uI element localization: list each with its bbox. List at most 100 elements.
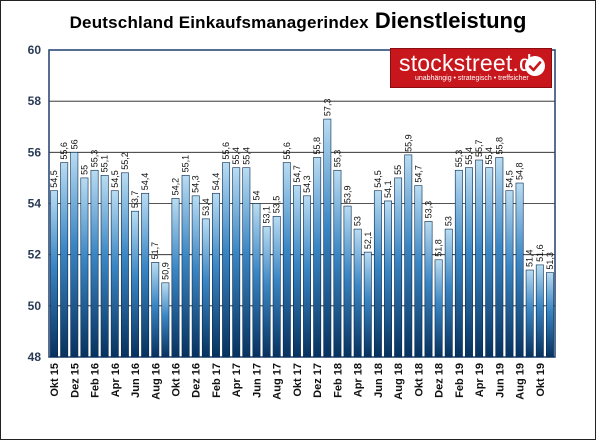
value-label: 53,4 [201,198,211,216]
value-label: 54,5 [504,170,514,188]
value-label: 54 [251,190,261,200]
bar [313,157,322,358]
value-label: 55,1 [181,155,191,173]
value-label: 54,4 [140,173,150,191]
bar [333,169,342,358]
logo-tagline: unabhängig • strategisch • treffsicher [415,75,529,82]
bar [212,192,220,358]
bar [495,157,504,358]
x-tick-label: Jun 19 [494,363,506,398]
y-tick-label: 48 [28,350,42,364]
bar [434,259,443,358]
y-tick-label: 54 [28,197,42,211]
y-tick-label: 60 [28,43,42,57]
value-label: 55,3 [90,150,100,168]
bar [404,154,413,358]
bar [414,185,423,358]
y-tick-label: 50 [28,299,42,313]
value-label: 55,4 [464,147,474,165]
value-label: 55,3 [454,150,464,168]
bar [394,177,403,358]
bar [80,177,89,358]
x-tick-label: Dez 18 [434,363,446,398]
bar [171,198,180,358]
x-tick-label: Apr 18 [353,363,365,397]
x-tick-label: Aug 19 [515,363,527,400]
bar [252,203,261,358]
x-tick-label: Apr 17 [231,363,243,397]
y-tick-label: 58 [28,94,42,108]
chart-title-emphasis: Dienstleistung [374,8,527,33]
x-axis-ticks: Okt 15 Dez 15 Feb 16 Apr 16 Jun 16 Aug 16 Okt … [49,363,547,400]
bar [525,269,534,358]
x-tick-label: Okt 16 [171,363,183,397]
value-label: 56 [69,139,79,149]
x-tick-label: Dez 15 [69,363,81,398]
y-tick-label: 52 [28,248,42,262]
y-tick-label: 56 [28,145,42,159]
x-tick-label: Feb 17 [211,363,223,398]
bar [100,175,109,358]
bar [424,221,433,358]
x-tick-label: Okt 15 [49,363,61,397]
logo-name: stockstreet.de [399,50,545,76]
x-tick-label: Dez 17 [312,363,324,398]
value-label: 55,2 [120,152,130,170]
value-label: 51,4 [525,249,535,267]
bar [242,167,251,358]
value-label: 55,8 [312,137,322,155]
value-label: 55 [79,165,89,175]
value-label: 55,4 [241,147,251,165]
value-label: 54,3 [191,175,201,193]
value-label: 55,4 [231,147,241,165]
bar [384,200,392,358]
value-label: 54,3 [302,175,312,193]
bar [70,152,79,358]
value-label: 54,5 [49,170,59,188]
x-tick-label: Jun 16 [130,363,142,398]
value-label: 54,7 [413,165,423,183]
value-label: 54,1 [383,180,393,198]
bar [485,167,494,358]
value-label: 57,3 [322,99,332,117]
bar [353,228,362,358]
value-label: 53,5 [272,196,282,214]
bar [282,162,291,358]
value-label: 53,3 [424,201,434,219]
x-tick-label: Jun 17 [251,363,263,398]
value-label: 55,6 [282,142,292,160]
bar [363,251,372,358]
value-label: 51,8 [434,239,444,257]
x-tick-label: Okt 17 [292,363,304,397]
x-tick-label: Dez 16 [191,363,203,398]
bar [535,264,544,358]
bar [232,167,241,358]
value-label: 55,7 [474,139,484,157]
x-tick-label: Feb 18 [332,363,344,398]
x-tick-label: Apr 19 [474,363,486,397]
value-label: 54,4 [211,173,221,191]
value-label: 55,3 [332,150,342,168]
value-label: 55,4 [484,147,494,165]
bar [454,169,463,358]
bar [110,190,119,358]
value-label: 51,3 [545,252,555,270]
plot-area-border [48,49,556,358]
value-label: 53,1 [262,206,272,224]
x-tick-label: Jun 18 [373,363,385,398]
bar [50,190,59,358]
value-label: 54,8 [515,163,525,181]
bar [151,262,160,358]
stockstreet-logo: stockstreet.de unabhängig • strategisch … [390,48,552,88]
bar [292,185,301,358]
x-tick-label: Aug 16 [150,363,162,400]
bar [272,215,281,358]
bar [262,226,271,358]
bar [515,182,524,358]
bar [201,218,210,358]
chart-title: Deutschland Einkaufsmanagerindex Dienstle… [0,8,596,34]
bar [444,228,453,358]
bar [475,159,484,358]
value-label: 55,6 [59,142,69,160]
